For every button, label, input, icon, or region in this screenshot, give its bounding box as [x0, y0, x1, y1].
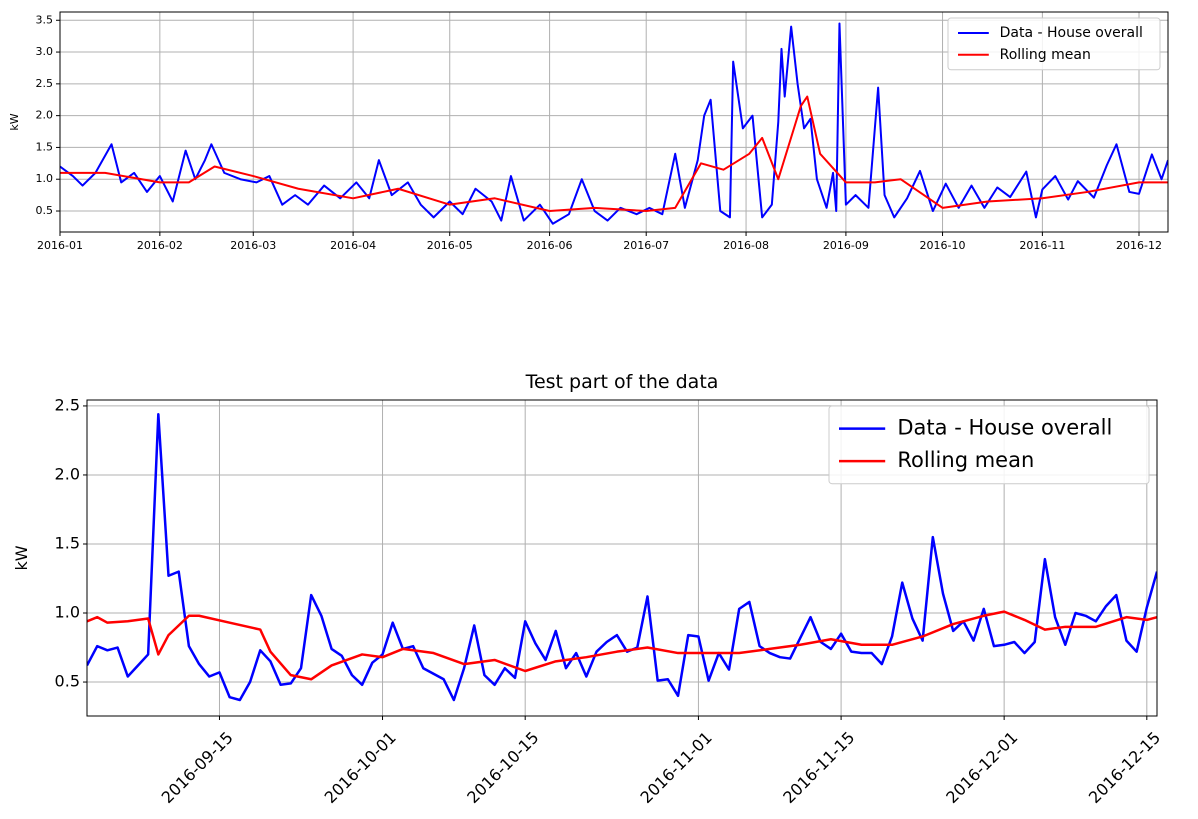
data-line	[87, 412, 1157, 702]
y-tick-label: 2.5	[55, 395, 80, 414]
x-tick-label: 2016-12-15	[1085, 728, 1164, 807]
y-tick-label: 2.0	[36, 109, 54, 122]
x-tick-label: 2016-11-01	[637, 728, 716, 807]
x-tick-label: 2016-10-01	[321, 728, 400, 807]
data-line	[60, 95, 1168, 213]
y-tick-label: 1.5	[55, 533, 80, 552]
x-tick-label: 2016-10-15	[463, 728, 542, 807]
x-tick-label: 2016-03	[230, 239, 276, 252]
legend-box	[947, 17, 1161, 71]
x-tick-label: 2016-06	[527, 239, 573, 252]
y-tick-label: 0.5	[55, 672, 80, 691]
y-tick-label: 1.5	[36, 140, 54, 153]
legend-label: Data - House overall	[1000, 25, 1143, 41]
x-tick-label: 2016-10	[920, 239, 966, 252]
legend: Data - House overall Rolling mean	[947, 17, 1161, 71]
legend: Data - House overall Rolling mean	[828, 405, 1150, 485]
x-tick-label: 2016-01	[37, 239, 83, 252]
y-tick-label: 2.0	[55, 464, 80, 483]
chart: 2016-09-15 2016-10-01 2016-10-15 2016-11-01…	[12, 371, 1164, 807]
x-tick-label: 2016-12	[1116, 239, 1162, 252]
x-tick-label: 2016-09-15	[158, 728, 237, 807]
y-tick-label: 3.0	[36, 45, 54, 58]
legend-label: Data - House overall	[897, 416, 1112, 440]
y-tick-label: 2.5	[36, 77, 54, 90]
y-tick-label: 3.5	[36, 13, 54, 26]
chart-title: Test part of the data	[525, 371, 719, 393]
x-tick-label: 2016-05	[427, 239, 473, 252]
y-axis-label: kW	[12, 545, 31, 570]
x-tick-label: 2016-11	[1019, 239, 1065, 252]
chart: 2016-01 2016-02 2016-03 2016-04 2016-05 2016-…	[8, 11, 1169, 252]
x-tick-label: 2016-04	[330, 239, 376, 252]
legend-box	[828, 405, 1150, 485]
y-tick-label: 0.5	[36, 204, 54, 217]
legend-label: Rolling mean	[897, 448, 1034, 472]
y-axis-label: kW	[8, 113, 21, 130]
x-tick-label: 2016-02	[137, 239, 183, 252]
x-tick-label: 2016-09	[823, 239, 869, 252]
data-line	[87, 610, 1157, 681]
y-tick-label: 1.0	[36, 172, 54, 185]
plot-frame	[59, 11, 1169, 233]
plot-frame	[86, 399, 1158, 717]
legend-label: Rolling mean	[1000, 47, 1091, 63]
x-tick-label: 2016-11-15	[779, 728, 858, 807]
y-tick-label: 1.0	[55, 603, 80, 622]
x-tick-label: 2016-08	[723, 239, 769, 252]
x-tick-label: 2016-07	[623, 239, 669, 252]
x-tick-label: 2016-12-01	[942, 728, 1021, 807]
